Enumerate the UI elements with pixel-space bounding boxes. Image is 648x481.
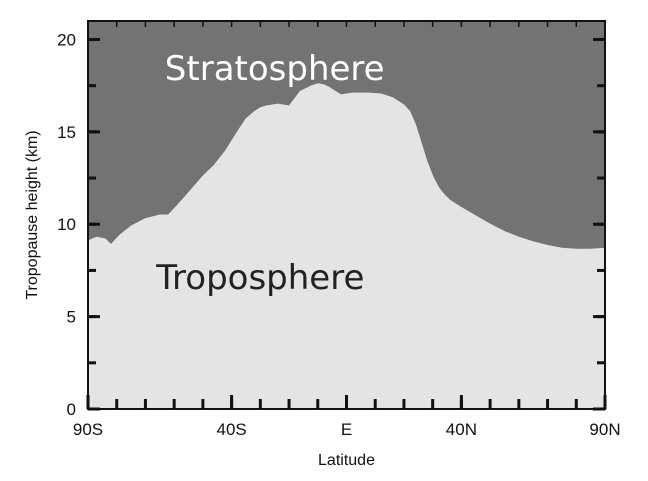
x-tick-label: 90S [73,420,103,439]
y-tick-label: 5 [67,308,76,327]
y-tick-label: 0 [67,400,76,419]
troposphere-area [87,83,606,410]
ticks-group: 90S 40S E 40N 90N 0 5 10 15 20 [57,21,621,439]
stratosphere-label: Stratosphere [165,49,385,89]
x-tick-label: E [341,420,352,439]
y-axis-title: Tropopause height (km) [24,130,41,299]
x-tick-label: 40S [216,420,246,439]
y-tick-label: 15 [57,123,76,142]
x-tick-label: 40N [446,420,477,439]
x-tick-label: 90N [589,420,620,439]
x-axis-title: Latitude [318,452,375,469]
y-tick-label: 10 [57,215,76,234]
y-tick-label: 20 [57,30,76,49]
troposphere-label: Troposphere [155,258,364,298]
